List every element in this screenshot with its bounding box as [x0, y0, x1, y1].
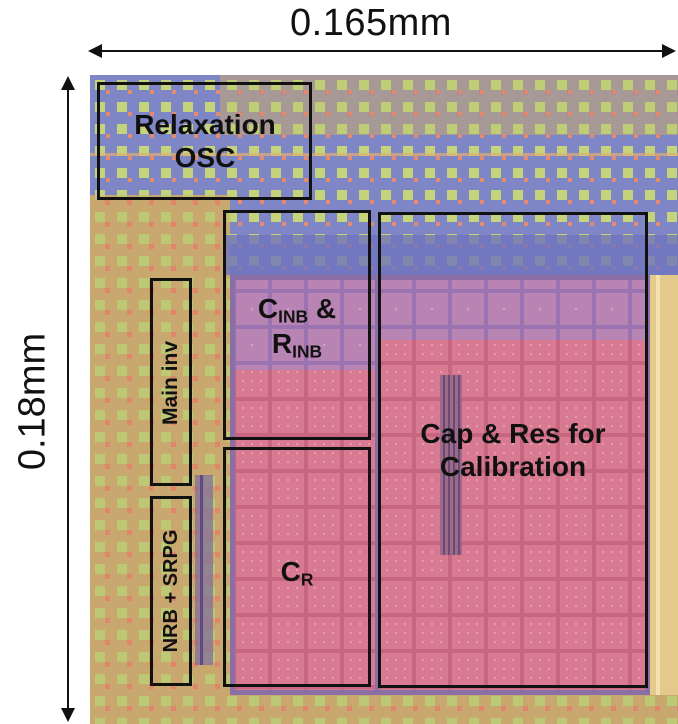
rinb-sub: INB [292, 341, 323, 362]
dimension-line [98, 50, 666, 52]
relaxation-osc-label: Relaxation OSC [100, 108, 310, 174]
main-inv-label: Main inv [159, 341, 182, 426]
main-inv-block [150, 278, 192, 486]
width-dimension-arrow [88, 44, 676, 58]
die-layout-graphic [90, 75, 678, 724]
arrow-up-icon [61, 76, 75, 90]
dimension-line [67, 86, 69, 712]
relaxation-osc-line2: OSC [174, 142, 236, 174]
nrb-srpg-label: NRB + SRPG [160, 529, 182, 653]
calibration-block [378, 212, 648, 688]
cr-sub: R [300, 569, 314, 590]
chip-die-photo [90, 75, 678, 724]
cinb-amp: & [308, 293, 337, 324]
cr-label: CR [223, 555, 371, 590]
relaxation-osc-block [97, 82, 312, 200]
cr-c: C [280, 556, 301, 587]
cinb-c: C [257, 293, 279, 324]
width-dimension-label: 0.165mm [290, 2, 452, 44]
height-dimension-arrow [61, 76, 75, 722]
rinb-r: R [271, 327, 293, 359]
cinb-sub: INB [278, 306, 309, 327]
calibration-line1: Cap & Res for [420, 418, 606, 449]
relaxation-osc-line1: Relaxation [134, 109, 276, 140]
calibration-label: Cap & Res for Calibration [380, 417, 646, 483]
calibration-line2: Calibration [439, 451, 587, 483]
cr-block [223, 447, 371, 687]
arrow-left-icon [88, 44, 102, 58]
nrb-srpg-block [150, 496, 192, 686]
arrow-right-icon [662, 44, 676, 58]
cinb-rinb-label: CINB & RINB [223, 292, 371, 362]
cinb-rinb-block [223, 210, 371, 440]
height-dimension-label: 0.18mm [11, 332, 54, 471]
arrow-down-icon [61, 708, 75, 722]
